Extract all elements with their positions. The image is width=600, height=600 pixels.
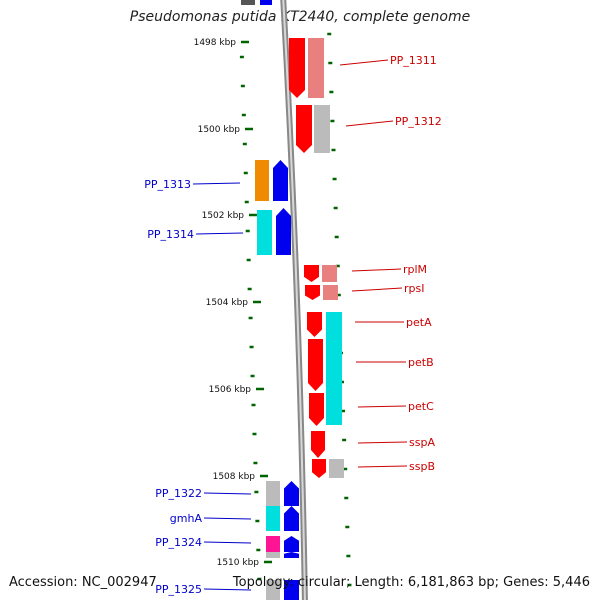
cds-box (326, 312, 342, 425)
cds-box (308, 38, 324, 98)
cds-box (322, 265, 337, 282)
topology-label: Topology: circular; Length: 6,181,863 bp… (232, 575, 590, 590)
kbp-label: 1506 kbp (209, 385, 252, 395)
leader-line (339, 59, 389, 66)
gene-label-PP_1312: PP_1312 (395, 115, 442, 128)
gene-arrow (284, 580, 299, 600)
gene-label-PP_1311: PP_1311 (390, 54, 437, 67)
gene-label-sspB: sspB (409, 460, 435, 473)
gene-arrow (305, 285, 320, 300)
gene-label-petB: petB (408, 356, 434, 369)
gene-arrow (289, 38, 305, 98)
gene-arrow (284, 552, 299, 558)
gene-arrow (304, 265, 319, 282)
gene-arrow (296, 105, 312, 153)
gene-arrow (309, 393, 324, 426)
kbp-label: 1504 kbp (206, 298, 249, 308)
gene-arrow (308, 339, 323, 391)
gene-arrow (284, 536, 299, 552)
kbp-label: 1508 kbp (213, 472, 256, 482)
gene-label-sspA: sspA (409, 436, 435, 449)
gene-label-PP_1325: PP_1325 (155, 583, 202, 596)
gene-arrow (273, 160, 288, 201)
cds-box (323, 285, 338, 300)
kbp-label: 1500 kbp (198, 125, 241, 135)
cds-partial (241, 0, 255, 5)
gene-partial (260, 0, 272, 5)
leader-line (357, 465, 408, 468)
cds-box (314, 105, 330, 153)
gene-arrow (276, 208, 291, 255)
cds-box (266, 552, 280, 558)
leader-line (345, 120, 394, 127)
gene-label-petC: petC (408, 400, 434, 413)
leader-line (357, 441, 408, 444)
backbone-highlight (282, 0, 306, 600)
leader-line (203, 541, 252, 544)
cds-box (266, 506, 280, 531)
leader-line (195, 232, 244, 235)
kbp-label: 1498 kbp (194, 38, 237, 48)
leader-line (351, 287, 403, 292)
cds-box (266, 580, 280, 600)
map-title: Pseudomonas putida KT2440, complete geno… (129, 9, 471, 25)
gene-arrow (284, 506, 299, 531)
kbp-label: 1510 kbp (217, 558, 260, 568)
cds-box (255, 160, 269, 201)
leader-line (203, 492, 252, 495)
kbp-label: 1502 kbp (202, 211, 245, 221)
gene-label-gmhA: gmhA (170, 512, 203, 525)
leader-line (357, 405, 407, 408)
leader-line (351, 268, 402, 272)
gene-arrow (312, 459, 326, 478)
gene-label-PP_1324: PP_1324 (155, 536, 202, 549)
gene-arrow (284, 481, 299, 506)
gene-arrow (307, 312, 322, 337)
leader-line (203, 588, 252, 591)
accession-label: Accession: NC_002947 (9, 575, 157, 590)
cds-box (257, 210, 272, 255)
gene-label-PP_1313: PP_1313 (144, 178, 191, 191)
cds-box (266, 481, 280, 506)
leader-line (192, 182, 241, 185)
cds-box (266, 536, 280, 552)
gene-label-PP_1322: PP_1322 (155, 487, 202, 500)
gene-label-rpsI: rpsI (404, 282, 424, 295)
gene-label-rplM: rplM (403, 263, 427, 276)
gene-label-PP_1314: PP_1314 (147, 228, 194, 241)
gene-arrow (311, 431, 325, 458)
cds-box (329, 459, 344, 478)
gene-label-petA: petA (406, 316, 432, 329)
leader-line (203, 517, 252, 520)
